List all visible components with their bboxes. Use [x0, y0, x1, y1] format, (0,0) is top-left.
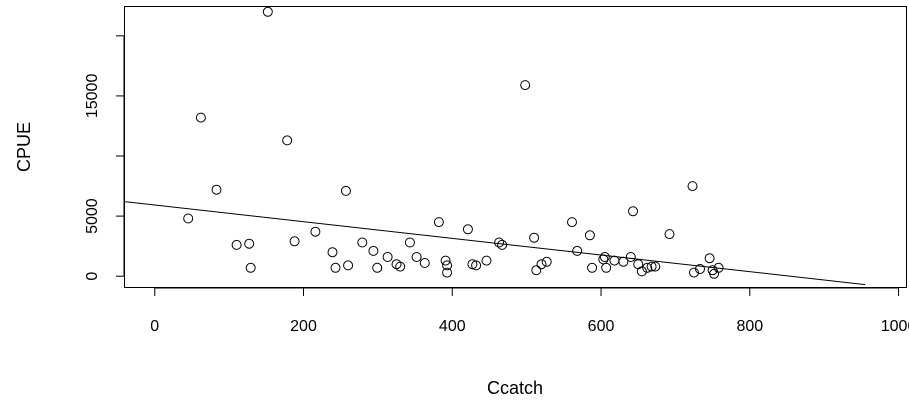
data-point [494, 237, 505, 248]
data-point [536, 259, 547, 270]
data-point [687, 181, 698, 192]
data-point [646, 261, 657, 272]
data-point [704, 253, 715, 264]
y-tick-label: 0 [84, 272, 101, 281]
data-point [695, 264, 705, 274]
trend-line [124, 201, 866, 286]
data-point [343, 260, 354, 271]
data-point [529, 232, 540, 243]
data-point [442, 267, 453, 278]
data-point [404, 237, 415, 248]
data-point [709, 268, 720, 279]
x-axis-label: Ccatch [487, 378, 543, 398]
data-point [411, 252, 422, 262]
data-point [497, 239, 508, 250]
data-point [211, 184, 222, 195]
data-point [340, 185, 351, 196]
data-point [245, 262, 256, 273]
x-tick-label: 200 [290, 318, 317, 335]
data-point [481, 255, 492, 266]
data-point [609, 255, 620, 266]
data-point [650, 261, 661, 272]
y-axis: 0 5000 15000 [84, 35, 125, 281]
data-point [689, 267, 699, 278]
data-point [625, 252, 636, 262]
data-points [183, 6, 724, 279]
data-point [567, 217, 577, 228]
data-point [636, 266, 647, 277]
data-point [572, 245, 583, 256]
data-point [419, 258, 430, 268]
data-point [664, 229, 675, 240]
data-point [195, 112, 206, 123]
y-tick-label: 15000 [84, 74, 101, 119]
data-point [628, 206, 638, 217]
data-point [471, 260, 482, 271]
x-tick-label: 600 [588, 318, 615, 335]
x-tick-label: 0 [150, 318, 159, 335]
data-point [599, 252, 610, 262]
data-point [584, 230, 595, 241]
data-point [442, 260, 453, 271]
data-point [642, 262, 653, 273]
data-point [541, 256, 552, 267]
data-point [440, 255, 451, 266]
data-point [368, 245, 379, 256]
data-point [520, 80, 531, 91]
data-point [587, 262, 598, 273]
data-point [395, 261, 406, 272]
data-point [231, 239, 242, 250]
data-point [382, 252, 393, 262]
data-point [327, 247, 338, 258]
x-tick-label: 400 [439, 318, 466, 335]
data-point [282, 135, 293, 146]
data-point [244, 238, 255, 249]
data-point [531, 265, 542, 276]
y-tick-label: 5000 [84, 198, 101, 234]
regression-line [124, 201, 866, 286]
y-axis-label: CPUE [14, 122, 34, 172]
data-point [183, 213, 194, 224]
data-point [289, 236, 300, 247]
data-point [262, 6, 273, 17]
x-tick-label: 800 [736, 318, 763, 335]
data-point [601, 262, 612, 273]
data-point [433, 217, 444, 228]
data-point [330, 262, 341, 273]
data-point [357, 237, 368, 248]
data-point [462, 224, 473, 235]
data-point [310, 226, 321, 237]
data-point [372, 262, 383, 273]
